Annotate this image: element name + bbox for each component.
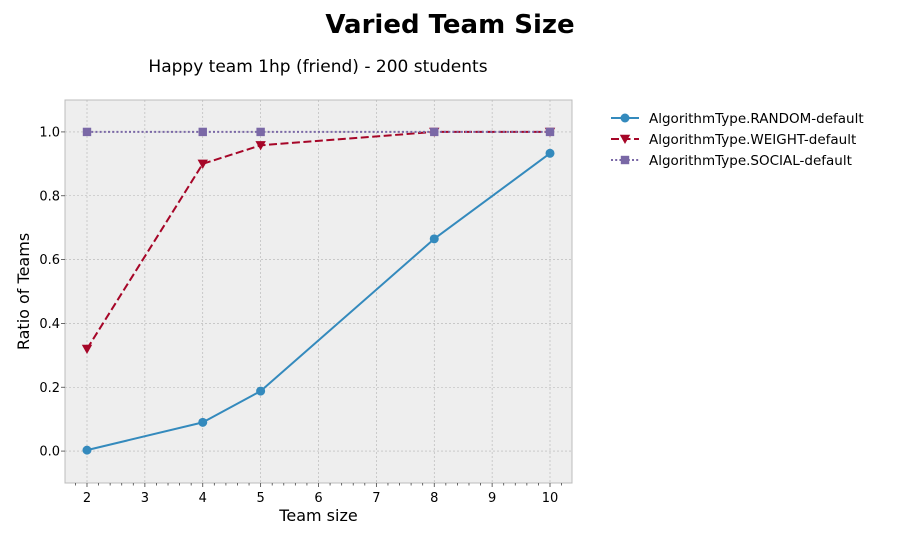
x-tick-label: 8	[430, 491, 438, 506]
x-tick-label: 6	[314, 491, 322, 506]
data-point	[545, 127, 555, 137]
y-tick-label: 0.6	[39, 253, 60, 268]
data-point	[429, 234, 439, 244]
x-tick-label: 10	[542, 491, 559, 506]
y-tick-label: 0.0	[39, 445, 60, 460]
legend-label: AlgorithmType.RANDOM-default	[649, 111, 864, 127]
data-point	[197, 159, 208, 169]
x-axis-label: Team size	[278, 506, 357, 525]
plot-area	[64, 99, 573, 484]
data-point	[82, 445, 92, 455]
series-layer	[81, 127, 556, 455]
x-tick-label: 2	[83, 491, 91, 506]
chart-title: Varied Team Size	[325, 10, 574, 40]
legend-label: AlgorithmType.SOCIAL-default	[649, 153, 852, 169]
legend-marker	[619, 134, 631, 144]
x-tick-label: 3	[141, 491, 149, 506]
legend-marker	[620, 155, 630, 165]
y-tick-label: 0.2	[39, 381, 60, 396]
data-point	[81, 344, 93, 354]
data-point	[255, 141, 266, 151]
legend-item: AlgorithmType.WEIGHT-default	[611, 132, 856, 148]
y-tick-label: 0.8	[39, 189, 60, 204]
series-3	[82, 127, 555, 137]
data-point	[430, 127, 439, 137]
legend-label: AlgorithmType.WEIGHT-default	[649, 132, 856, 148]
series-1	[82, 148, 555, 455]
y-tick-label: 0.4	[39, 317, 60, 332]
data-point	[82, 127, 92, 137]
y-axis-label: Ratio of Teams	[14, 233, 33, 350]
data-point	[198, 417, 208, 427]
x-tick-label: 5	[256, 491, 264, 506]
data-point	[256, 127, 265, 137]
x-tick-label: 7	[372, 491, 380, 506]
x-tick-label: 9	[488, 491, 496, 506]
chart-subtitle: Happy team 1hp (friend) - 200 students	[148, 57, 487, 77]
x-axis: 2 3 4 5 6 7 8 9 10	[75, 483, 562, 506]
y-axis: 0.0 0.2 0.4 0.6 0.8 1.0	[39, 125, 65, 460]
grid	[65, 100, 572, 483]
legend-item: AlgorithmType.RANDOM-default	[611, 111, 864, 127]
x-tick-label: 4	[199, 491, 207, 506]
legend-item: AlgorithmType.SOCIAL-default	[611, 153, 852, 169]
legend: AlgorithmType.RANDOM-default AlgorithmTyp…	[611, 111, 864, 169]
data-point	[198, 127, 207, 137]
data-point	[545, 148, 555, 158]
data-point	[256, 386, 266, 396]
y-tick-label: 1.0	[39, 125, 60, 140]
legend-marker	[620, 113, 630, 123]
